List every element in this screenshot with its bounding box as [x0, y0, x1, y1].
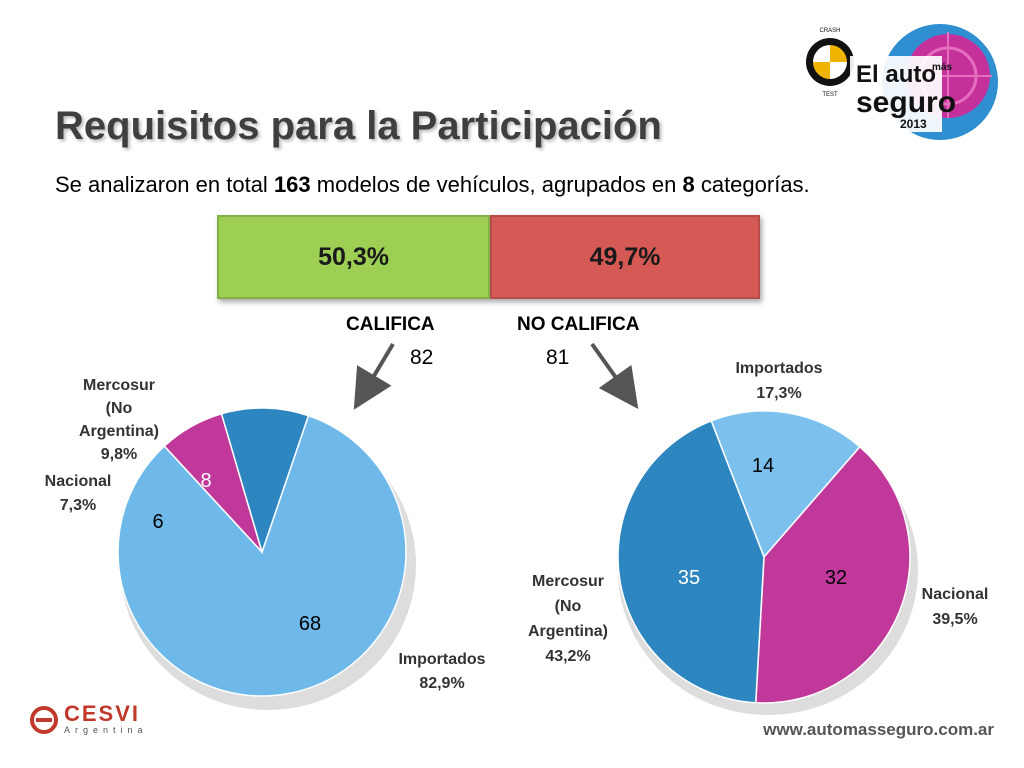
right-pie-mercosur-value: 35 [678, 567, 700, 589]
right-mercosur-label-3: Argentina) [528, 623, 608, 640]
logo-line2: seguro [856, 86, 956, 119]
category-count-califica: 82 [410, 346, 434, 369]
right-pie-slice-mercosur-no-argentina [617, 419, 765, 704]
right-mercosur-label-1: Mercosur [532, 573, 604, 590]
left-pie-nacional-value: 6 [152, 511, 163, 533]
left-nacional-pct: 7,3% [60, 497, 96, 514]
right-mercosur-label-2: (No [555, 598, 582, 615]
left-mercosur-pct: 9,8% [101, 446, 137, 463]
crash-badge-top-text: CRASH [819, 28, 840, 34]
crash-badge-q3 [813, 62, 830, 79]
left-nacional-label: Nacional [45, 473, 112, 490]
summary-segment-califica: 50,3% [217, 215, 491, 299]
crash-badge-q4 [830, 62, 847, 79]
logo-year: 2013 [900, 117, 927, 131]
right-pie-importados-value: 14 [752, 455, 774, 477]
right-importados-label: Importados [735, 360, 822, 377]
subtitle-text-3: categorías. [694, 172, 810, 197]
summary-segment-no-califica: 49,7% [490, 215, 760, 299]
left-pie-mercosur-value: 8 [200, 470, 211, 492]
arrow-to-no-califica-pie [590, 342, 639, 410]
left-pie-slice-importados [117, 414, 407, 697]
left-pie-importados-value: 68 [299, 613, 321, 635]
el-auto-mas-seguro-logo: CRASH TEST El auto más seguro 2013 [806, 24, 998, 140]
logo-line1-small: más [932, 62, 952, 73]
subtitle-text-2: modelos de vehículos, agrupados en [310, 172, 683, 197]
website-url: www.automasseguro.com.ar [763, 720, 994, 739]
crash-badge-bottom-text: TEST [822, 92, 838, 98]
crash-badge-q1 [830, 45, 847, 62]
logo-text-backdrop [850, 56, 942, 132]
left-mercosur-label-2: (No [106, 400, 133, 417]
right-mercosur-pct: 43,2% [545, 648, 590, 665]
right-importados-pct: 17,3% [756, 385, 801, 402]
left-importados-pct: 82,9% [419, 675, 464, 692]
arrow-to-califica-pie [353, 342, 395, 410]
right-pie [617, 410, 911, 704]
category-label-no-califica: NO CALIFICA [517, 314, 640, 335]
slide-title: Requisitos para la Participación [55, 104, 662, 148]
summary-bar: 50,3% 49,7% [217, 215, 760, 299]
right-nacional-label: Nacional [922, 586, 989, 603]
left-pie-slice-mercosur-no-argentina [220, 407, 310, 555]
logo-line1: El auto [856, 61, 936, 88]
right-pie-slice-importados [710, 410, 861, 559]
right-pie-slice-nacional [754, 445, 911, 704]
cesvi-brand-sub: Argentina [64, 725, 148, 735]
left-mercosur-label-1: Mercosur [83, 377, 155, 394]
right-nacional-pct: 39,5% [932, 611, 977, 628]
subtitle-groups: 8 [682, 172, 695, 197]
subtitle-text-1: Se analizaron en total [55, 172, 274, 197]
cesvi-logo: CESVI Argentina [30, 701, 148, 735]
subtitle-total: 163 [273, 172, 311, 197]
cesvi-emblem-icon [30, 705, 58, 734]
slide-subtitle: Se analizaron en total 163 modelos de ve… [55, 172, 810, 198]
left-pie [117, 407, 407, 697]
cesvi-brand: CESVI [64, 701, 141, 726]
crash-badge-q2 [813, 45, 830, 62]
category-label-califica: CALIFICA [346, 314, 435, 335]
category-count-no-califica: 81 [546, 346, 570, 369]
left-mercosur-label-3: Argentina) [79, 423, 159, 440]
left-importados-label: Importados [398, 651, 485, 668]
right-pie-nacional-value: 32 [825, 567, 847, 589]
